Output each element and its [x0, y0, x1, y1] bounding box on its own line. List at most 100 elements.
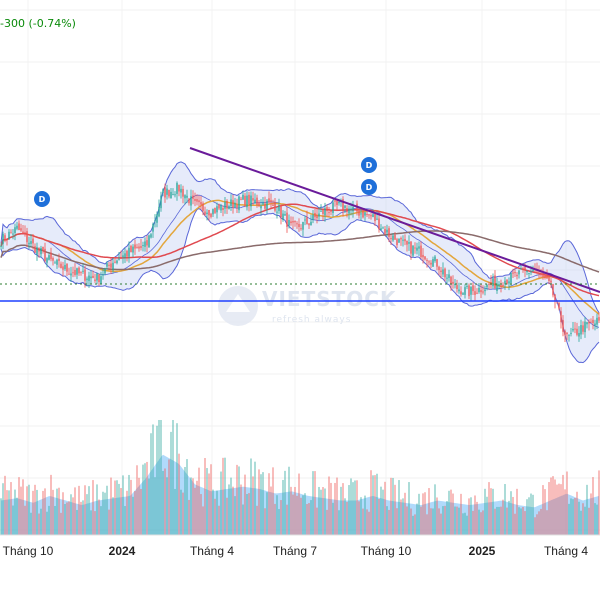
candle-body[interactable]: [564, 330, 566, 336]
candle-body[interactable]: [20, 228, 22, 231]
candle-body[interactable]: [124, 253, 126, 258]
candle-body[interactable]: [576, 328, 578, 335]
candle-body[interactable]: [362, 211, 364, 218]
candle-body[interactable]: [282, 213, 284, 220]
candle-body[interactable]: [152, 223, 154, 232]
candle-body[interactable]: [470, 286, 472, 295]
candle-body[interactable]: [474, 291, 476, 295]
candle-body[interactable]: [240, 198, 242, 200]
candle-body[interactable]: [106, 263, 108, 267]
candle-body[interactable]: [290, 221, 292, 224]
candle-body[interactable]: [372, 214, 374, 217]
dividend-marker-icon[interactable]: D: [361, 179, 377, 195]
candle-body[interactable]: [306, 217, 308, 225]
candle-body[interactable]: [562, 320, 564, 332]
candle-body[interactable]: [496, 283, 498, 291]
candle-body[interactable]: [428, 261, 430, 263]
candle-body[interactable]: [338, 201, 340, 204]
candle-body[interactable]: [570, 332, 572, 334]
candle-body[interactable]: [188, 198, 190, 204]
candle-body[interactable]: [580, 325, 582, 335]
candle-body[interactable]: [58, 259, 60, 261]
candle-body[interactable]: [48, 255, 50, 260]
candle-body[interactable]: [148, 235, 150, 248]
candle-body[interactable]: [510, 272, 512, 283]
candle-body[interactable]: [220, 205, 222, 211]
candle-body[interactable]: [18, 223, 20, 231]
candle-body[interactable]: [326, 207, 328, 212]
candle-body[interactable]: [498, 284, 500, 286]
candle-body[interactable]: [344, 205, 346, 208]
candle-body[interactable]: [204, 211, 206, 215]
candle-body[interactable]: [44, 248, 46, 261]
candle-body[interactable]: [304, 219, 306, 221]
candle-body[interactable]: [210, 213, 212, 217]
candle-body[interactable]: [128, 247, 130, 257]
candle-body[interactable]: [464, 287, 466, 295]
candle-body[interactable]: [514, 272, 516, 274]
candle-body[interactable]: [566, 332, 568, 335]
candle-body[interactable]: [208, 209, 210, 216]
candle-body[interactable]: [162, 189, 164, 194]
candle-body[interactable]: [66, 263, 68, 272]
candle-body[interactable]: [590, 321, 592, 323]
candle-body[interactable]: [280, 205, 282, 218]
candle-body[interactable]: [102, 274, 104, 276]
candle-body[interactable]: [192, 195, 194, 199]
candle-body[interactable]: [544, 274, 546, 279]
candlesticks[interactable]: [0, 181, 600, 342]
candle-body[interactable]: [214, 207, 216, 213]
candle-body[interactable]: [574, 328, 576, 330]
candle-body[interactable]: [60, 263, 62, 269]
candle-body[interactable]: [526, 271, 528, 273]
candle-body[interactable]: [316, 215, 318, 219]
candle-body[interactable]: [482, 291, 484, 293]
candle-body[interactable]: [284, 214, 286, 216]
candle-body[interactable]: [62, 266, 64, 270]
candle-body[interactable]: [232, 200, 234, 208]
candle-body[interactable]: [598, 317, 600, 321]
candle-body[interactable]: [410, 241, 412, 254]
candle-body[interactable]: [116, 260, 118, 264]
candle-body[interactable]: [230, 199, 232, 206]
candle-body[interactable]: [132, 246, 134, 253]
candle-body[interactable]: [396, 239, 398, 246]
candle-body[interactable]: [4, 235, 6, 240]
candle-body[interactable]: [524, 267, 526, 271]
candle-body[interactable]: [390, 238, 392, 240]
candle-body[interactable]: [466, 285, 468, 287]
candle-body[interactable]: [78, 267, 80, 274]
candle-body[interactable]: [436, 259, 438, 267]
candle-body[interactable]: [64, 264, 66, 270]
candle-body[interactable]: [262, 202, 264, 205]
candle-body[interactable]: [196, 199, 198, 202]
candle-body[interactable]: [182, 188, 184, 197]
candle-body[interactable]: [324, 208, 326, 216]
candle-body[interactable]: [424, 256, 426, 260]
candle-body[interactable]: [28, 242, 30, 245]
candle-body[interactable]: [14, 227, 16, 234]
candle-body[interactable]: [238, 196, 240, 211]
candle-body[interactable]: [406, 240, 408, 245]
candle-body[interactable]: [296, 223, 298, 225]
candle-body[interactable]: [222, 207, 224, 210]
candle-body[interactable]: [154, 220, 156, 222]
candle-body[interactable]: [122, 255, 124, 257]
candle-body[interactable]: [234, 202, 236, 208]
candle-body[interactable]: [578, 332, 580, 337]
candle-body[interactable]: [34, 246, 36, 253]
candle-body[interactable]: [320, 210, 322, 212]
candle-body[interactable]: [484, 289, 486, 292]
candle-body[interactable]: [392, 235, 394, 241]
candle-body[interactable]: [452, 281, 454, 284]
candle-body[interactable]: [532, 269, 534, 272]
candle-body[interactable]: [302, 221, 304, 230]
candle-body[interactable]: [450, 276, 452, 284]
candle-body[interactable]: [442, 269, 444, 275]
candle-body[interactable]: [22, 231, 24, 234]
candle-body[interactable]: [596, 317, 598, 325]
candle-body[interactable]: [120, 257, 122, 259]
candle-body[interactable]: [206, 212, 208, 215]
candle-body[interactable]: [264, 203, 266, 209]
